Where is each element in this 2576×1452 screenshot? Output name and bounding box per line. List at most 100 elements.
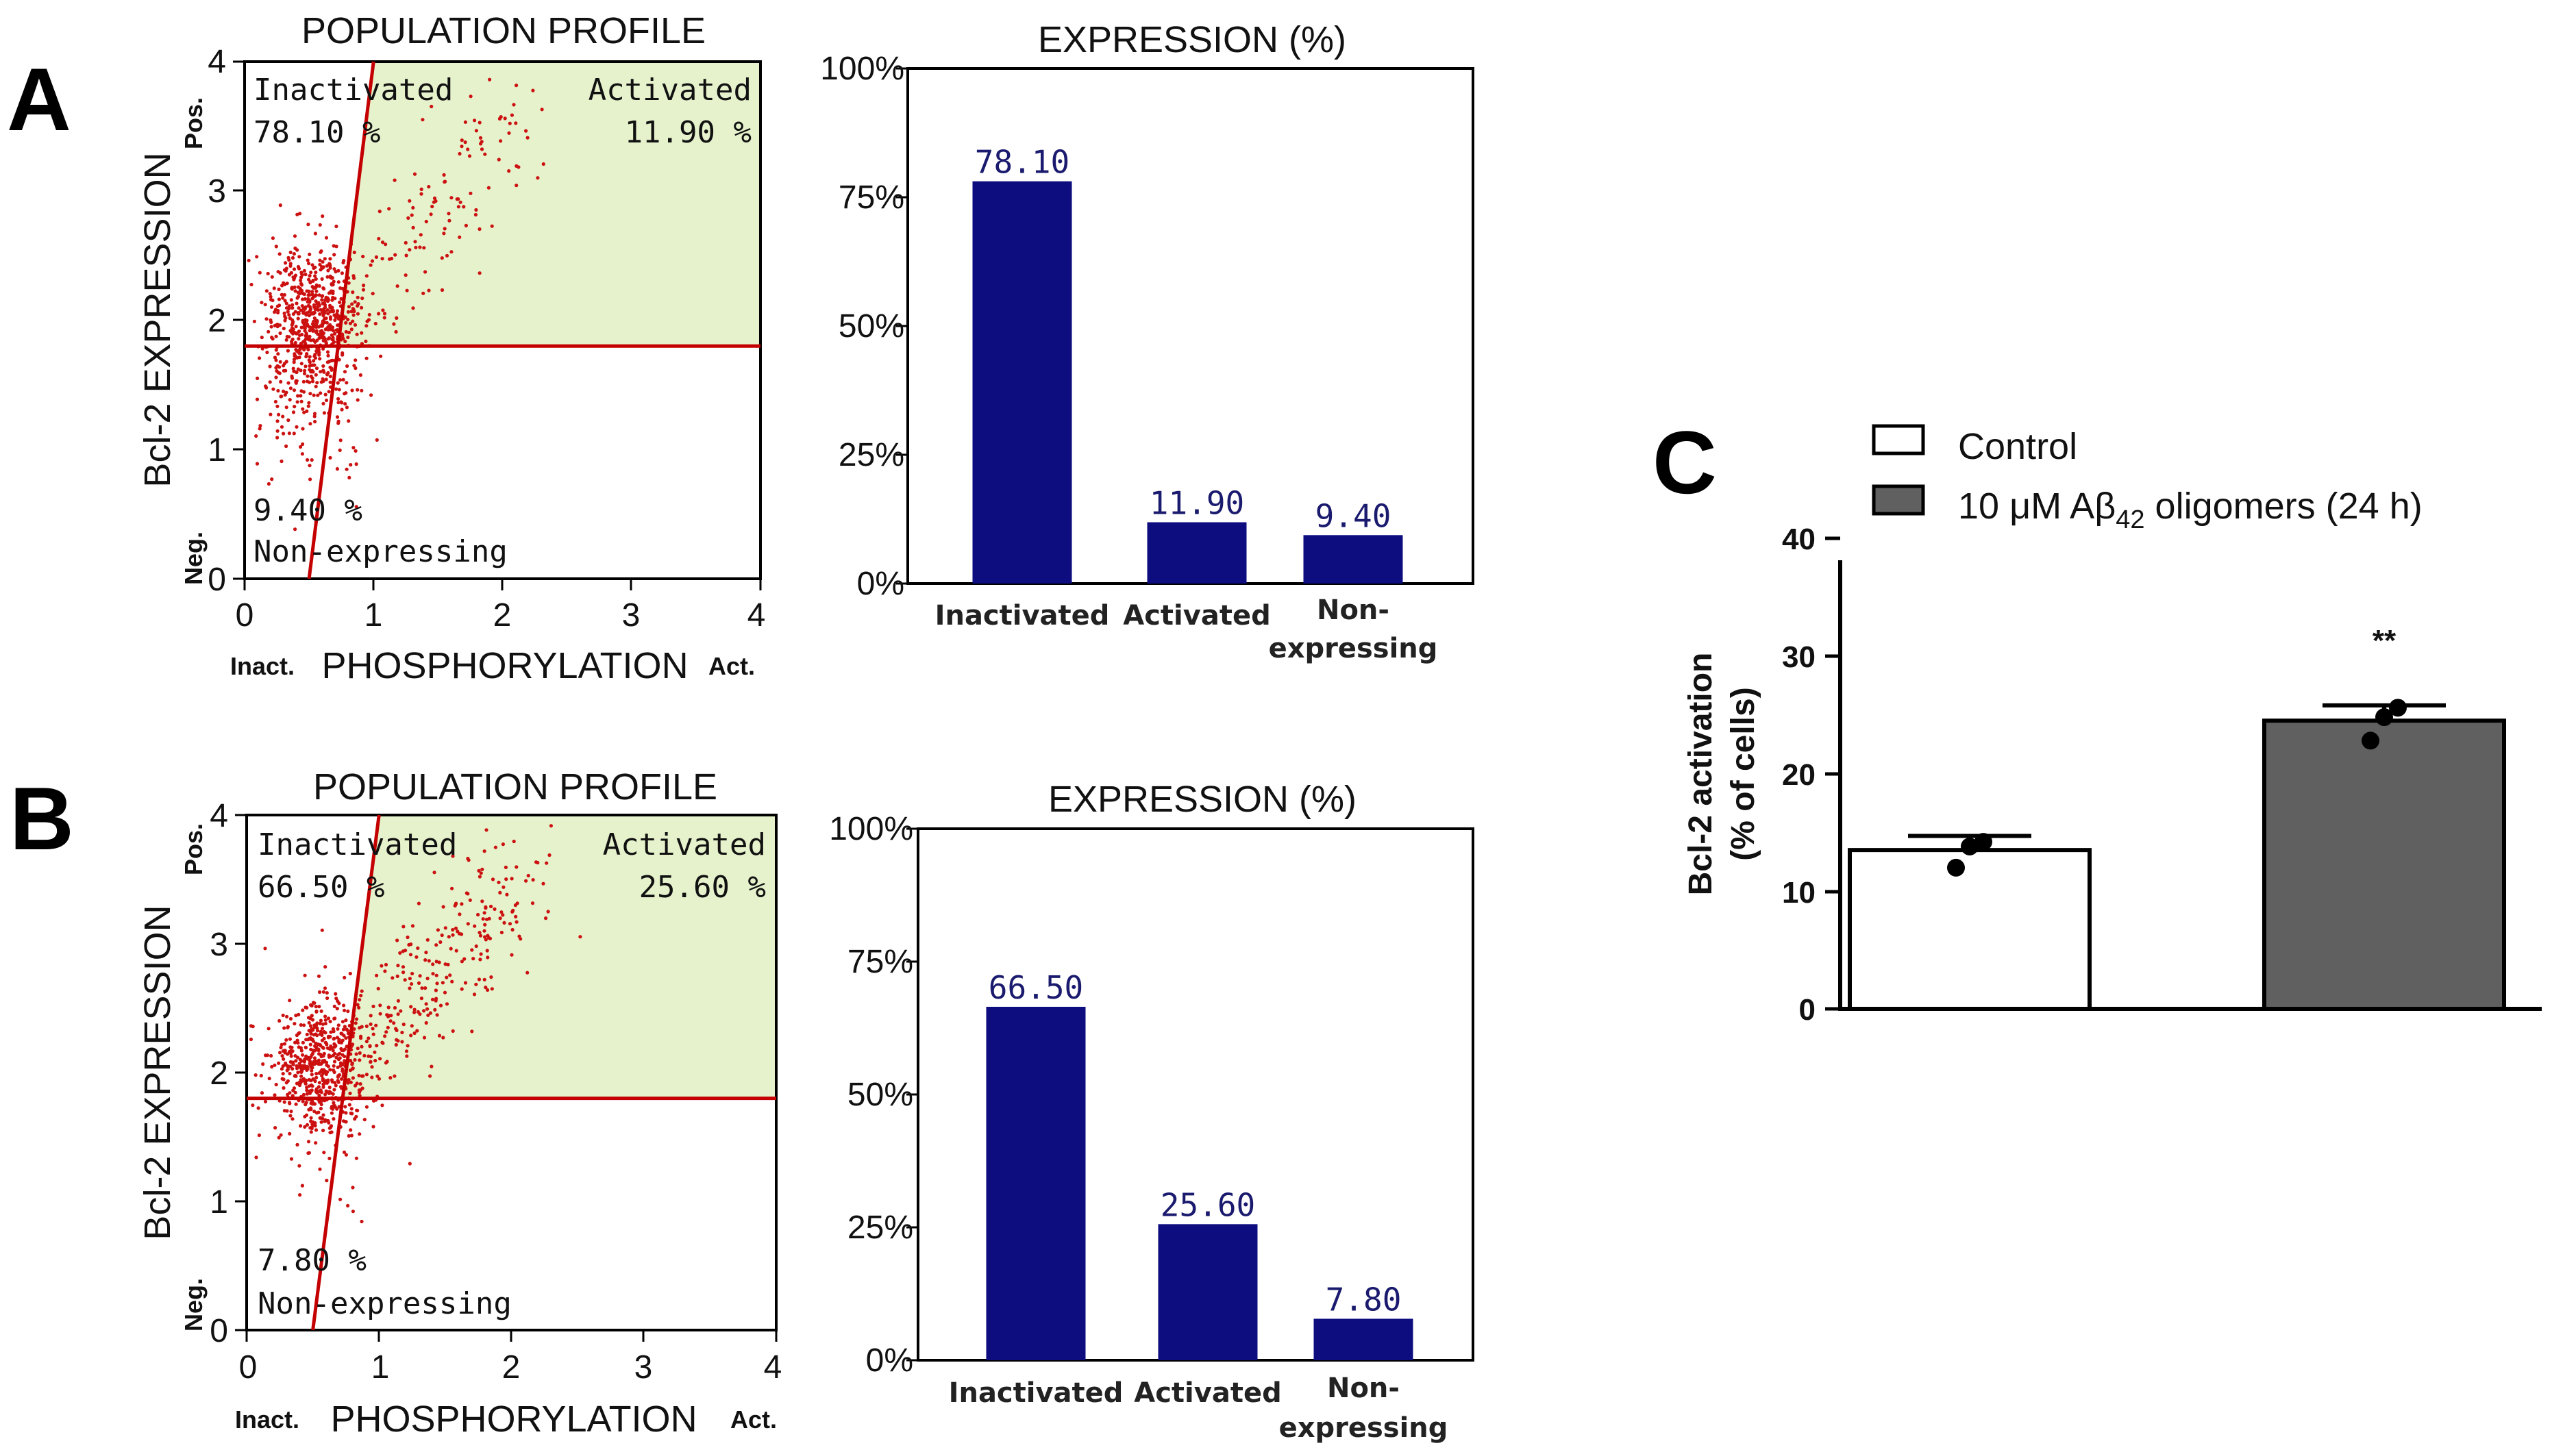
scatter-point	[311, 295, 315, 299]
scatter-point	[318, 258, 322, 262]
scatter-point	[271, 337, 275, 341]
scatter-point	[530, 901, 535, 905]
scatter-point	[358, 373, 363, 377]
scatter-point	[347, 475, 351, 480]
scatter-point	[491, 877, 495, 881]
scatter-point	[323, 321, 327, 325]
scatter-point	[288, 250, 293, 255]
scatter-point	[276, 388, 280, 393]
scatter-point	[286, 310, 290, 314]
scatter-point	[318, 1116, 322, 1120]
data-point	[2362, 731, 2379, 750]
phosphorylation-threshold-line-b	[311, 814, 381, 1331]
scatter-point	[351, 319, 355, 323]
scatter-point	[303, 368, 307, 373]
scatter-point	[295, 212, 299, 216]
scatter-point	[393, 178, 397, 182]
scatter-point	[364, 274, 369, 278]
scatter-point	[318, 990, 322, 994]
scatter-point	[483, 152, 487, 156]
scatter-point	[383, 969, 387, 973]
category-label: Inactivated	[935, 600, 1110, 631]
scatter-point	[396, 1012, 400, 1016]
scatter-point	[443, 179, 447, 184]
scatter-point	[486, 955, 490, 960]
scatter-point	[332, 340, 336, 344]
scatter-point	[308, 1029, 312, 1033]
scatter-point	[279, 1045, 283, 1050]
scatter-point	[284, 316, 288, 320]
scatter-point	[324, 398, 329, 403]
scatter-point	[287, 313, 291, 317]
c-y-tick-label: 10	[1782, 876, 1816, 910]
scatter-point	[314, 1128, 319, 1132]
scatter-point	[325, 996, 330, 1000]
scatter-point	[301, 407, 305, 411]
scatter-point	[356, 388, 360, 392]
scatter-point	[286, 1065, 290, 1069]
scatter-point	[334, 245, 338, 249]
bar-treated	[2262, 718, 2506, 1012]
scatter-point	[451, 933, 455, 937]
scatter-point	[349, 1080, 353, 1084]
scatter-point	[343, 402, 347, 406]
scatter-point	[320, 277, 324, 281]
scatter-point	[334, 387, 338, 391]
scatter-point	[536, 860, 540, 865]
scatter-point	[419, 192, 423, 196]
scatter-point	[339, 400, 343, 404]
scatter-point	[480, 147, 484, 151]
scatter-point	[307, 314, 311, 318]
scatter-point	[332, 1029, 336, 1034]
scatter-point	[434, 960, 438, 964]
scatter-point	[358, 1051, 362, 1055]
scatter-point	[505, 892, 509, 897]
scatter-point	[330, 1105, 334, 1109]
scatter-point	[408, 953, 413, 957]
scatter-point	[324, 377, 328, 381]
scatter-point	[319, 1102, 323, 1107]
scatter-point	[333, 1016, 337, 1021]
data-point	[2389, 699, 2407, 717]
scatter-point	[435, 981, 439, 986]
scatter-point	[352, 310, 356, 314]
y-tick-label: 1	[208, 432, 226, 468]
scatter-point	[322, 335, 326, 339]
scatter-point	[321, 311, 325, 315]
scatter-point	[300, 332, 304, 337]
scatter-point	[316, 393, 320, 397]
scatter-point	[310, 1018, 315, 1022]
scatter-point	[312, 359, 316, 363]
scatter-point	[295, 400, 299, 404]
scatter-point	[383, 1034, 387, 1038]
scatter-point	[274, 366, 278, 370]
scatter-point	[314, 293, 319, 297]
scatter-point	[389, 1014, 393, 1018]
scatter-point	[391, 976, 395, 980]
scatter-point	[460, 987, 464, 991]
scatter-point	[275, 436, 280, 440]
scatter-point	[321, 1128, 325, 1133]
x-tick-label: 1	[364, 597, 383, 634]
scatter-point	[304, 1101, 308, 1105]
scatter-point	[424, 219, 428, 224]
scatter-point	[273, 1126, 277, 1130]
scatter-point	[499, 930, 504, 935]
scatter-point	[333, 297, 337, 301]
scatter-point	[497, 158, 501, 162]
scatter-point	[273, 399, 277, 404]
scatter-point	[415, 1029, 419, 1033]
scatter-point	[484, 938, 488, 942]
scatter-point	[387, 207, 391, 211]
scatter-point	[369, 393, 373, 397]
scatter-point	[304, 1005, 308, 1010]
scatter-point	[269, 297, 273, 302]
scatter-point	[474, 944, 478, 949]
activated-region-b	[343, 815, 776, 1099]
scatter-point	[297, 292, 302, 296]
scatter-point	[493, 845, 498, 849]
scatter-point	[312, 363, 317, 367]
scatter-point	[422, 1036, 427, 1040]
data-point	[1947, 858, 1965, 877]
data-point	[1974, 833, 1992, 851]
